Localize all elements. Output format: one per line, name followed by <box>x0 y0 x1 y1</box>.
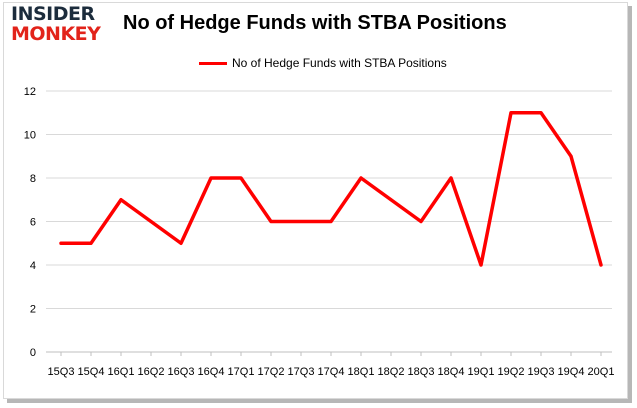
data-point-18Q1 <box>359 176 363 180</box>
x-tick-label-18Q1: 18Q1 <box>348 366 375 378</box>
y-tick-label-12: 12 <box>24 86 36 98</box>
x-tick-label-17Q4: 17Q4 <box>318 366 345 378</box>
x-tick-label-19Q2: 19Q2 <box>498 366 525 378</box>
data-point-16Q3 <box>179 241 183 245</box>
x-tick-label-19Q3: 19Q3 <box>528 366 555 378</box>
x-tick-label-17Q1: 17Q1 <box>228 366 255 378</box>
data-point-18Q2 <box>389 198 393 202</box>
data-point-17Q3 <box>299 220 303 223</box>
x-tick-label-18Q4: 18Q4 <box>438 366 465 378</box>
x-tick-label-15Q3: 15Q3 <box>48 366 75 378</box>
insider-monkey-logo: INSIDER MONKEY <box>11 5 119 44</box>
y-tick-label-10: 10 <box>24 130 36 142</box>
y-tick-label-0: 0 <box>30 347 36 359</box>
data-point-15Q3 <box>59 241 63 245</box>
data-point-17Q2 <box>269 220 273 223</box>
y-tick-label-2: 2 <box>30 304 36 316</box>
x-tick-label-18Q3: 18Q3 <box>408 366 435 378</box>
data-point-17Q4 <box>329 220 333 223</box>
logo-line-2: MONKEY <box>11 23 101 45</box>
data-point-15Q4 <box>89 241 93 245</box>
x-tick-label-16Q3: 16Q3 <box>168 366 195 378</box>
x-tick-label-15Q4: 15Q4 <box>78 366 105 378</box>
x-tick-label-18Q2: 18Q2 <box>378 366 405 378</box>
x-tick-label-19Q4: 19Q4 <box>558 366 585 378</box>
chart-legend: No of Hedge Funds with STBA Positions <box>199 56 447 70</box>
chart-title: No of Hedge Funds with STBA Positions <box>123 12 507 34</box>
data-point-19Q2 <box>509 111 513 115</box>
series-line-0 <box>59 111 603 267</box>
data-point-20Q1 <box>599 263 603 267</box>
data-point-19Q4 <box>569 154 573 158</box>
legend-swatch <box>199 61 227 65</box>
logo-line-1: INSIDER <box>11 3 95 25</box>
data-point-19Q3 <box>539 111 543 115</box>
data-point-18Q3 <box>419 220 423 223</box>
y-tick-label-8: 8 <box>30 173 36 185</box>
data-point-19Q1 <box>479 263 483 267</box>
y-tick-label-4: 4 <box>30 260 36 272</box>
data-point-18Q4 <box>449 176 453 180</box>
data-point-16Q2 <box>149 220 153 223</box>
chart-frame <box>3 2 628 399</box>
x-tick-label-16Q1: 16Q1 <box>108 366 135 378</box>
legend-label: No of Hedge Funds with STBA Positions <box>232 56 447 70</box>
y-tick-label-6: 6 <box>30 217 36 229</box>
x-tick-label-17Q3: 17Q3 <box>288 366 315 378</box>
x-tick-label-16Q4: 16Q4 <box>198 366 225 378</box>
data-point-16Q1 <box>119 198 123 202</box>
x-tick-label-20Q1: 20Q1 <box>588 366 615 378</box>
x-tick-label-17Q2: 17Q2 <box>258 366 285 378</box>
x-tick-label-19Q1: 19Q1 <box>468 366 495 378</box>
data-point-16Q4 <box>209 176 213 180</box>
x-tick-label-16Q2: 16Q2 <box>138 366 165 378</box>
data-point-17Q1 <box>239 176 243 180</box>
